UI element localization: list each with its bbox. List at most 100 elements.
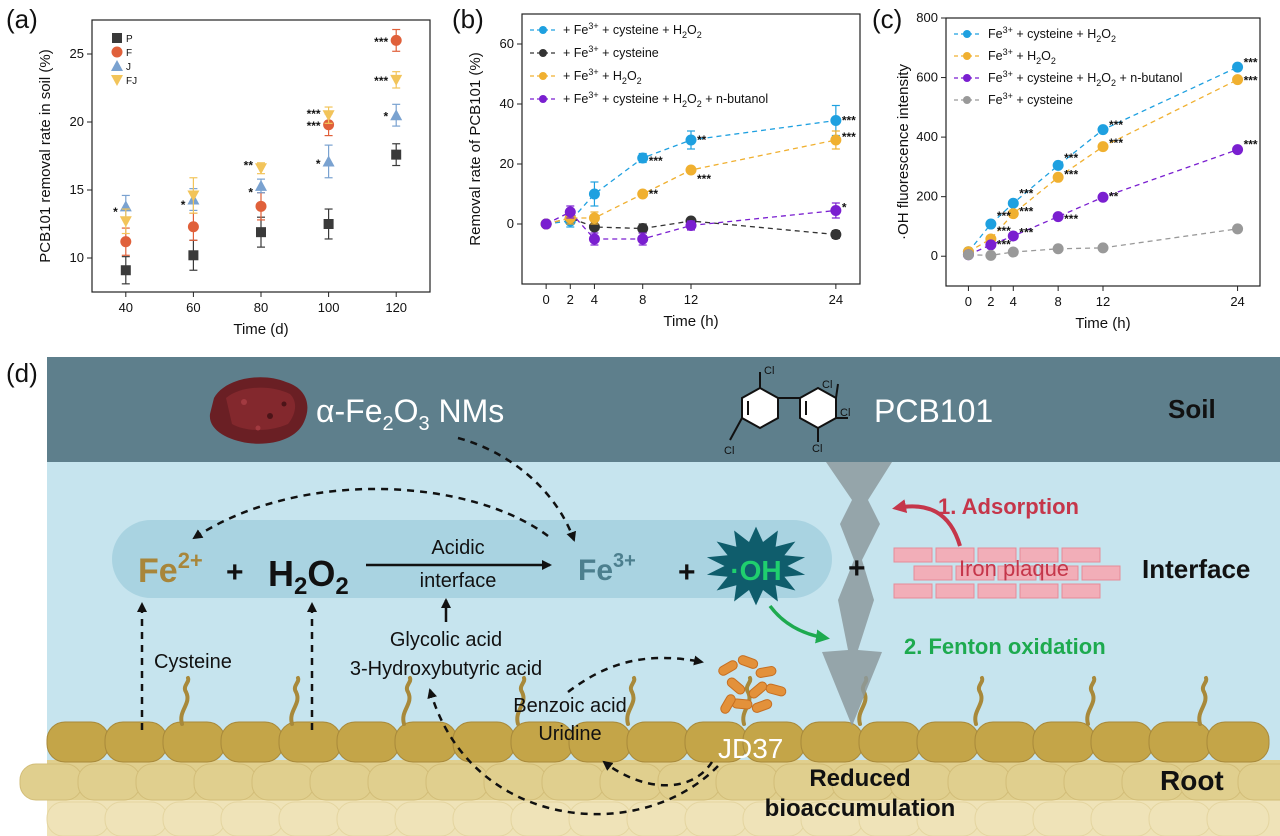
pcb101-structure <box>729 372 848 442</box>
root-cell <box>1090 801 1154 836</box>
root-hair <box>401 676 413 726</box>
fe2-label: Fe2+ <box>138 548 203 590</box>
legend-label-part: 3+ <box>1003 91 1013 101</box>
x-tick-label: 2 <box>987 294 994 309</box>
y-tick-label: 25 <box>70 46 84 61</box>
data-point <box>390 109 403 121</box>
data-point <box>1052 243 1064 255</box>
significance-label: *** <box>697 172 711 186</box>
legend-label-part: 3+ <box>1003 25 1013 35</box>
significance-label: *** <box>1244 138 1258 152</box>
root-cell <box>1206 801 1270 836</box>
data-point <box>187 190 200 202</box>
root-cell <box>800 721 864 763</box>
oh-label: ·OH <box>730 555 781 586</box>
legend-label-part: O <box>1101 71 1111 85</box>
significance-label: *** <box>1244 74 1258 88</box>
data-point <box>588 212 600 224</box>
root-hairs <box>179 676 1209 726</box>
data-point <box>564 206 576 218</box>
cl-label: Cl <box>764 365 774 377</box>
hydroxybutyric-label: 3-Hydroxybutyric acid <box>350 658 542 680</box>
root-cell <box>1148 801 1212 836</box>
root-cell <box>974 721 1038 763</box>
legend-label-part: O <box>1041 49 1051 63</box>
y-axis-label: PCB101 removal rate in soil (%) <box>37 49 54 262</box>
data-point <box>830 229 842 240</box>
y-tick-label: 40 <box>500 96 514 111</box>
y-tick-label: 20 <box>70 114 84 129</box>
significance-label: *** <box>1019 187 1033 201</box>
legend-marker <box>112 33 122 43</box>
data-point <box>1052 211 1064 223</box>
x-tick-label: 120 <box>385 300 407 315</box>
root-cell <box>336 721 400 763</box>
legend-label-part: 3+ <box>588 44 598 54</box>
root-cell <box>77 763 141 801</box>
y-tick-label: 60 <box>500 36 514 51</box>
x-tick-label: 12 <box>684 292 698 307</box>
significance-label: * <box>248 186 253 200</box>
y-tick-label: 0 <box>931 248 938 263</box>
legend-label-part: 2 <box>697 99 702 109</box>
legend-marker <box>539 49 547 57</box>
significance-label: *** <box>1064 212 1078 226</box>
series-line <box>545 139 836 225</box>
legend-label-part: H <box>1027 49 1036 63</box>
cysteine-label: Cysteine <box>154 651 232 673</box>
legend-label-part: 2 <box>1051 56 1056 66</box>
x-axis-label: Time (h) <box>1075 315 1130 332</box>
root-cell <box>336 801 400 836</box>
legend-label-part: + Fe <box>563 69 588 83</box>
oh-burst <box>706 526 806 606</box>
legend-label: F <box>126 48 132 59</box>
root-cell <box>599 763 663 801</box>
significance-label: *** <box>374 35 388 49</box>
significance-label: *** <box>1064 151 1078 165</box>
data-point <box>322 155 335 167</box>
significance-label: *** <box>1064 167 1078 181</box>
legend-marker <box>539 95 547 103</box>
root-hair <box>515 676 527 726</box>
iron-plaque-label: Iron plaque <box>959 556 1069 581</box>
root-cell <box>916 721 980 763</box>
legend-label-part: O <box>687 92 697 106</box>
cl-label: Cl <box>812 443 822 455</box>
legend-label: Fe3+​ + cysteine + H2O2​ <box>988 25 1116 44</box>
significance-label: *** <box>997 237 1011 251</box>
data-point <box>323 219 334 229</box>
bioaccumulation-label: bioaccumulation <box>765 795 956 822</box>
legend-label-part: O <box>627 69 637 83</box>
legend-label-part: + Fe <box>563 92 588 106</box>
adsorption-label: 1. Adsorption <box>938 494 1079 519</box>
root-cell <box>104 721 168 763</box>
root-cell <box>541 763 605 801</box>
legend-marker <box>111 46 123 58</box>
significance-label: *** <box>649 154 663 168</box>
x-tick-label: 0 <box>965 294 972 309</box>
x-tick-label: 80 <box>254 300 268 315</box>
legend-label-part: O <box>1101 27 1111 41</box>
panel-label-a: (a) <box>6 4 38 34</box>
legend-label-part: + Fe <box>563 46 588 60</box>
data-point <box>1097 124 1109 136</box>
legend-label-part: 2 <box>682 30 687 40</box>
fenton-label: 2. Fenton oxidation <box>904 634 1106 659</box>
data-point <box>255 179 267 191</box>
significance-label: *** <box>1244 56 1258 70</box>
root-cell <box>46 801 110 836</box>
jd37-bacteria <box>718 655 787 714</box>
root-cell <box>220 801 284 836</box>
data-point <box>188 250 199 261</box>
root-cell <box>1005 763 1069 801</box>
data-point <box>685 164 697 176</box>
root-cell <box>394 721 458 763</box>
to-bacteria-arrow <box>567 655 704 693</box>
legend-label-part: + cysteine + H <box>599 23 682 37</box>
data-point <box>119 216 132 228</box>
legend-label-part: + cysteine <box>1013 93 1073 107</box>
brick <box>1061 583 1101 599</box>
benzoic-label: Benzoic acid <box>513 695 626 717</box>
x-axis-label: Time (d) <box>233 321 288 338</box>
legend-label: + Fe3+ + H2O2 <box>563 67 642 86</box>
